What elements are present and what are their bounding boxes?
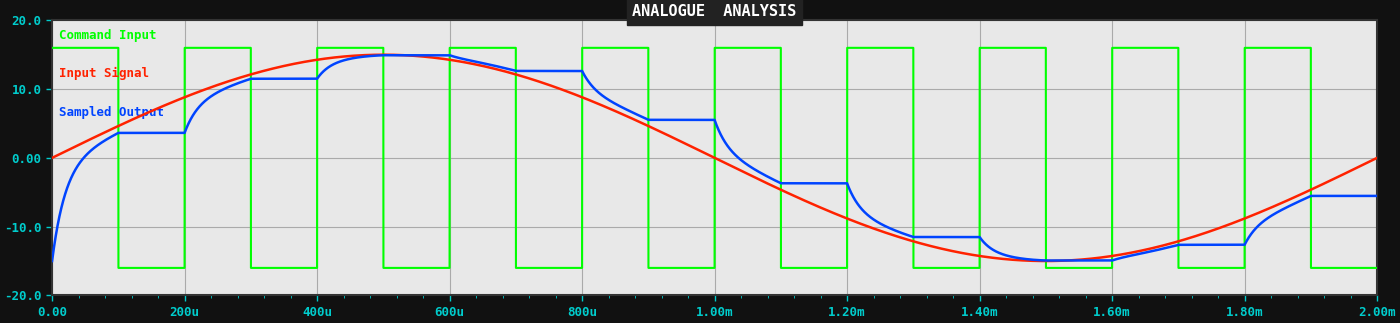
Input Signal — [375, 53, 392, 57]
Sampled Output — [375, 53, 392, 57]
Input Signal — [1028, 259, 1044, 263]
Input Signal — [1369, 156, 1386, 160]
Input Signal — [363, 53, 379, 57]
Sampled Output — [1028, 258, 1044, 262]
Title: ANALOGUE  ANALYSIS: ANALOGUE ANALYSIS — [633, 4, 797, 19]
Input Signal — [552, 87, 568, 91]
Input Signal — [763, 183, 780, 187]
Command Input — [841, 46, 858, 50]
Command Input — [1028, 46, 1044, 50]
Sampled Output — [552, 69, 568, 73]
Input Signal — [43, 156, 60, 160]
Line: Sampled Output: Sampled Output — [52, 55, 1378, 261]
Text: Input Signal: Input Signal — [59, 67, 148, 80]
Text: Sampled Output: Sampled Output — [59, 106, 164, 119]
Command Input — [43, 46, 60, 50]
Sampled Output — [1369, 194, 1386, 198]
Input Signal — [841, 218, 858, 222]
Command Input — [134, 266, 151, 270]
Line: Command Input: Command Input — [52, 48, 1378, 268]
Command Input — [1369, 266, 1386, 270]
Text: Command Input: Command Input — [59, 29, 157, 42]
Command Input — [763, 46, 780, 50]
Sampled Output — [363, 54, 379, 58]
Command Input — [111, 266, 127, 270]
Input Signal — [1037, 259, 1054, 263]
Command Input — [552, 266, 568, 270]
Sampled Output — [763, 176, 780, 180]
Command Input — [363, 46, 379, 50]
Sampled Output — [134, 131, 151, 135]
Line: Input Signal: Input Signal — [52, 55, 1378, 261]
Sampled Output — [841, 188, 858, 192]
Input Signal — [134, 113, 151, 117]
Sampled Output — [43, 259, 60, 263]
